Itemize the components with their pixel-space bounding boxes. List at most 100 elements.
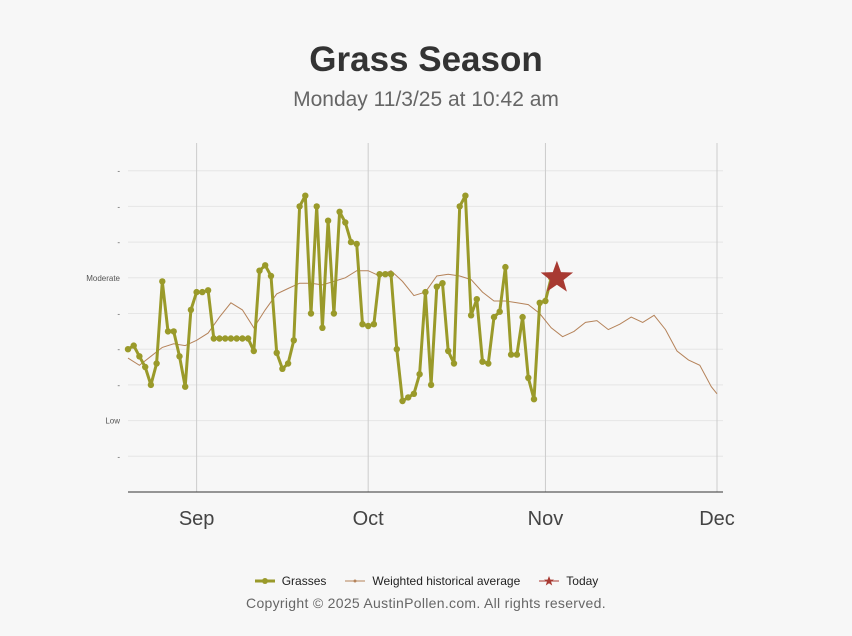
- grasses-point: [193, 288, 200, 296]
- grasses-point: [222, 335, 229, 342]
- grasses-point: [502, 263, 509, 271]
- legend-today-star-icon: [539, 576, 560, 586]
- grasses-point: [496, 308, 503, 315]
- grasses-point: [279, 365, 286, 372]
- grasses-point: [159, 278, 166, 285]
- grasses-point: [313, 203, 320, 210]
- grasses-point: [359, 321, 366, 328]
- y-tick-label: -: [117, 310, 120, 319]
- legend-item-historical[interactable]: Weighted historical average: [344, 574, 520, 588]
- legend-grasses-label: Grasses: [281, 574, 327, 588]
- grasses-point: [324, 217, 332, 224]
- grasses-point: [365, 322, 372, 330]
- legend-grasses-line-icon: [254, 578, 275, 584]
- grasses-point: [370, 321, 378, 328]
- grasses-point: [273, 349, 280, 356]
- grasses-point: [164, 328, 172, 335]
- grasses-point: [262, 262, 269, 269]
- grasses-point: [376, 271, 383, 278]
- chart-legend: Grasses Weighted historical average Toda…: [0, 574, 852, 588]
- y-tick-label: -: [117, 238, 120, 247]
- legend-item-grasses[interactable]: Grasses: [254, 574, 327, 588]
- grasses-point: [490, 313, 498, 321]
- grasses-point: [525, 374, 532, 381]
- grasses-point: [473, 296, 480, 303]
- legend-historical-line-icon: [345, 579, 366, 583]
- grasses-point: [130, 342, 137, 349]
- grasses-point: [439, 280, 446, 287]
- grasses-point: [513, 351, 521, 358]
- grasses-point: [199, 288, 206, 296]
- y-tick-label: -: [117, 167, 120, 176]
- legend-item-today[interactable]: Today: [538, 574, 598, 588]
- grasses-point: [290, 337, 297, 344]
- grasses-point: [479, 358, 486, 365]
- grasses-point: [485, 360, 492, 367]
- page-subtitle: Monday 11/3/25 at 10:42 am: [293, 88, 559, 111]
- y-tick-label: -: [117, 381, 120, 390]
- grasses-point: [267, 272, 275, 280]
- grasses-point: [147, 381, 155, 389]
- grasses-point: [519, 313, 526, 321]
- grasses-point: [239, 335, 246, 342]
- copyright-notice: Copyright © 2025 AustinPollen.com. All r…: [246, 595, 606, 611]
- grasses-point: [450, 360, 458, 367]
- grasses-point: [530, 396, 538, 403]
- today-star-marker: [540, 260, 574, 292]
- grasses-point: [330, 310, 338, 317]
- grasses-point: [210, 335, 217, 342]
- grasses-point: [445, 347, 452, 355]
- grasses-point: [227, 335, 235, 342]
- grasses-point: [353, 240, 360, 248]
- grasses-point: [170, 328, 177, 335]
- grasses-point: [187, 306, 195, 314]
- grasses-point: [136, 353, 143, 360]
- grasses-point: [422, 288, 429, 296]
- legend-historical-label: Weighted historical average: [372, 574, 521, 588]
- grasses-point: [250, 347, 257, 355]
- grasses-point: [142, 363, 149, 371]
- y-tick-label: -: [117, 202, 120, 211]
- legend-today-label: Today: [566, 574, 599, 588]
- grasses-point: [399, 397, 406, 405]
- x-tick-label: Dec: [699, 508, 735, 530]
- grasses-point: [176, 353, 183, 360]
- grasses-point: [427, 381, 435, 389]
- grasses-point: [416, 371, 423, 378]
- grasses-point: [153, 360, 160, 367]
- series-grasses-line: [127, 194, 553, 403]
- grasses-point: [382, 271, 389, 278]
- grasses-point: [507, 351, 515, 358]
- grasses-point: [456, 203, 463, 210]
- x-tick-label: Nov: [528, 508, 564, 530]
- grasses-point: [342, 219, 349, 226]
- grasses-point: [233, 335, 240, 342]
- y-tick-label: Low: [105, 417, 120, 426]
- page-title: Grass Season: [309, 40, 543, 79]
- x-tick-label: Sep: [179, 508, 215, 530]
- grasses-point: [319, 324, 326, 331]
- grasses-point: [347, 238, 355, 246]
- grasses-point: [393, 346, 400, 353]
- grasses-point: [296, 203, 303, 210]
- grasses-point: [124, 346, 132, 353]
- grasses-point: [182, 383, 189, 390]
- y-tick-label: Moderate: [86, 274, 120, 283]
- grasses-point: [302, 192, 309, 199]
- grasses-point: [467, 312, 475, 319]
- grasses-point: [307, 310, 315, 317]
- grasses-point: [284, 360, 292, 367]
- grasses-point: [405, 394, 412, 401]
- grasses-point: [462, 192, 469, 199]
- grasses-point: [336, 208, 343, 215]
- grasses-point: [536, 299, 543, 306]
- grasses-point: [204, 287, 212, 294]
- grasses-point: [256, 267, 263, 274]
- grasses-point: [410, 390, 418, 397]
- grasses-point: [216, 335, 223, 342]
- grasses-point: [387, 271, 395, 278]
- x-tick-label: Oct: [353, 508, 385, 530]
- grasses-point: [244, 335, 252, 342]
- grasses-point: [542, 297, 549, 305]
